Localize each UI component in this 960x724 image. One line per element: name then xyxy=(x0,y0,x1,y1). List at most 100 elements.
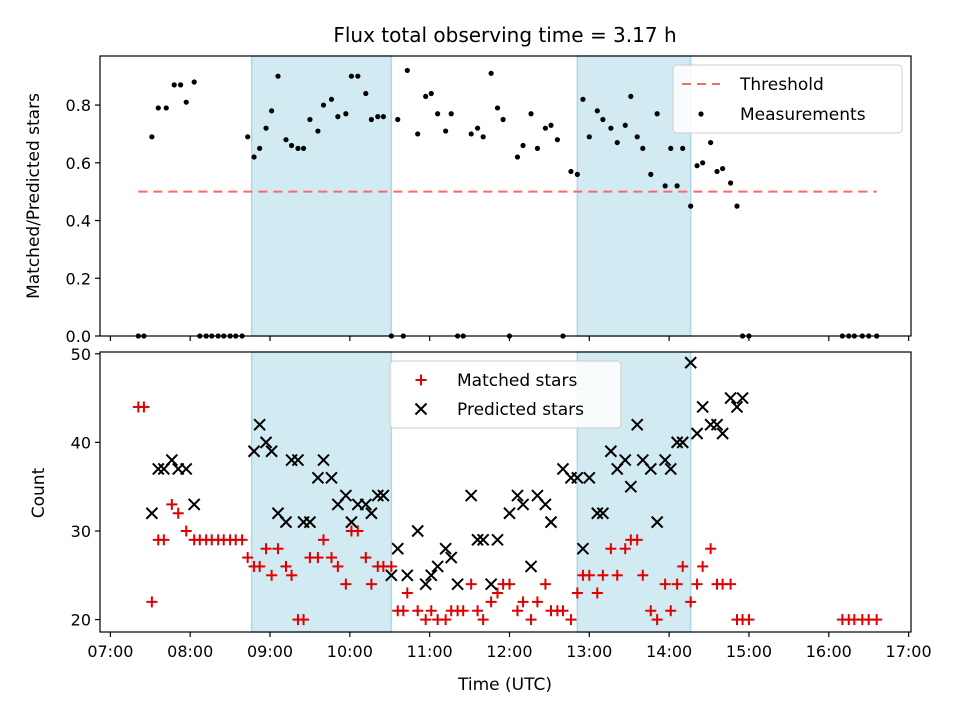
measurement-point xyxy=(648,171,654,177)
matched-star-point xyxy=(611,569,623,581)
matched-star-point xyxy=(651,614,663,626)
matched-star-point xyxy=(645,605,657,617)
top-ytick-label: 0.8 xyxy=(66,96,91,115)
predicted-star-point xyxy=(596,507,610,520)
measurement-point xyxy=(375,114,381,120)
predicted-star-point xyxy=(187,498,201,511)
matched-star-point xyxy=(352,525,364,537)
measurement-point xyxy=(171,82,177,88)
bottom-legend: Matched stars Predicted stars xyxy=(389,360,622,429)
measurement-point xyxy=(257,145,263,151)
measurement-point xyxy=(343,111,349,117)
bottom-ytick-label: 30 xyxy=(71,522,91,541)
matched-star-point xyxy=(138,401,150,413)
measurement-point xyxy=(708,139,714,146)
measurement-point xyxy=(380,114,386,120)
measurement-point xyxy=(423,93,429,100)
matched-star-point xyxy=(583,569,595,581)
predicted-star-point xyxy=(259,436,273,449)
measurement-point xyxy=(320,102,327,108)
measurement-point xyxy=(608,125,614,131)
predicted-star-point xyxy=(571,471,584,485)
predicted-star-point xyxy=(604,445,618,458)
predicted-star-point xyxy=(359,498,373,511)
matched-star-point xyxy=(637,569,649,581)
matched-star-point xyxy=(332,560,344,572)
measurement-point xyxy=(300,145,307,151)
matched-star-point xyxy=(298,614,310,626)
legend-predicted-label: Predicted stars xyxy=(457,400,584,420)
predicted-star-point xyxy=(165,453,179,467)
predicted-star-point xyxy=(710,418,724,431)
bottom-ytick-label: 20 xyxy=(71,611,91,630)
measurement-point xyxy=(428,90,434,97)
measurement-point xyxy=(435,111,441,117)
measurement-point xyxy=(448,111,454,117)
observing-interval-shade xyxy=(250,55,393,337)
legend-matched-swatch xyxy=(415,374,427,386)
measurement-point xyxy=(554,137,560,143)
matched-star-point xyxy=(631,534,643,546)
predicted-star-point xyxy=(180,462,193,476)
predicted-star-point xyxy=(524,560,538,573)
matched-star-point xyxy=(166,498,178,510)
predicted-star-point xyxy=(644,462,657,476)
predicted-star-point xyxy=(145,507,159,520)
predicted-star-point xyxy=(624,480,638,493)
measurement-point xyxy=(514,154,521,160)
measurement-point xyxy=(283,137,289,143)
matched-star-point xyxy=(272,543,284,555)
measurement-point xyxy=(494,105,501,111)
measurement-point xyxy=(404,67,410,74)
predicted-star-point xyxy=(152,462,165,476)
predicted-star-point xyxy=(591,507,604,520)
matched-star-point xyxy=(743,614,755,626)
observing-interval-shade xyxy=(250,351,393,633)
measurement-point xyxy=(363,90,369,97)
predicted-star-point xyxy=(576,542,590,555)
measurement-point xyxy=(335,114,341,120)
measurement-point xyxy=(415,131,421,137)
measurement-point xyxy=(734,203,740,209)
matched-star-point xyxy=(465,578,477,590)
predicted-star-point xyxy=(385,569,398,582)
matched-star-point xyxy=(397,605,409,617)
matched-star-point xyxy=(440,614,452,626)
predicted-star-point xyxy=(724,391,737,405)
measurement-point xyxy=(355,73,361,79)
measurement-point xyxy=(628,93,634,100)
predicted-star-point xyxy=(345,515,358,529)
matched-star-point xyxy=(425,605,437,617)
bottom-y-axis-label: Count xyxy=(29,467,49,518)
predicted-star-point xyxy=(471,533,484,547)
matched-star-point xyxy=(871,614,883,626)
measurement-point xyxy=(488,70,494,76)
predicted-star-point xyxy=(676,436,689,449)
matched-star-point xyxy=(172,507,184,519)
measurement-point xyxy=(500,116,506,123)
predicted-star-point xyxy=(730,400,744,414)
top-axes-frame xyxy=(99,55,912,337)
bottom-panel: 20 30 40 50 07:00 08:00 09:00 10:00 11:00 12:00 1… xyxy=(29,345,932,695)
measurement-point xyxy=(700,160,706,166)
measurement-point xyxy=(295,145,301,151)
predicted-star-point xyxy=(279,515,293,529)
matched-star-point xyxy=(705,543,717,555)
predicted-star-point xyxy=(247,445,261,458)
predicted-star-point xyxy=(503,507,516,520)
measurement-point xyxy=(586,134,592,140)
predicted-star-point xyxy=(484,577,498,591)
predicted-star-point xyxy=(365,507,378,520)
predicted-star-point xyxy=(539,498,552,511)
xtick-label: 16:00 xyxy=(806,642,852,661)
predicted-star-point xyxy=(670,436,684,449)
top-ytick-label: 0.2 xyxy=(66,269,91,288)
measurement-point xyxy=(468,131,474,137)
predicted-star-point xyxy=(544,515,558,529)
matched-star-point xyxy=(325,552,337,564)
measurement-point xyxy=(568,168,574,175)
measurement-point xyxy=(640,145,646,151)
predicted-star-point xyxy=(391,542,404,555)
measurement-point xyxy=(634,134,640,140)
